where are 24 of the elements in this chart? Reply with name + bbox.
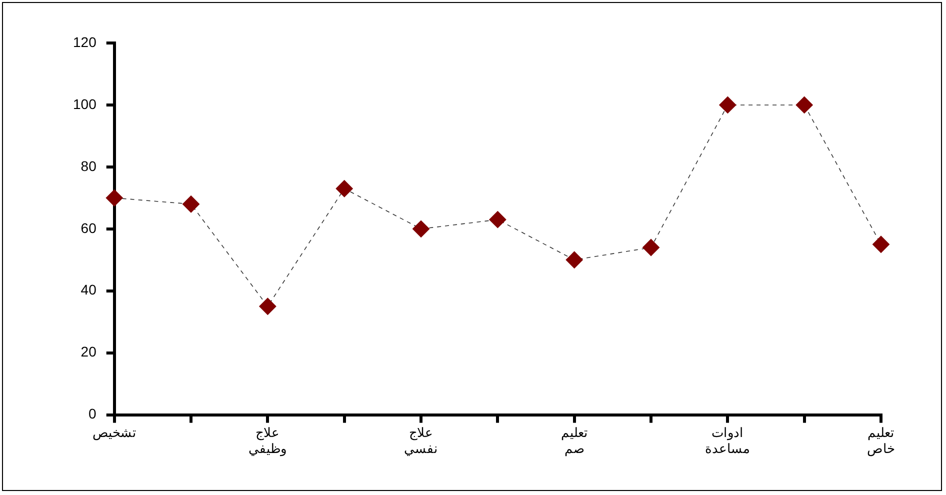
y-tick-label: 40 xyxy=(80,282,97,298)
point xyxy=(566,251,583,268)
point xyxy=(642,238,660,256)
x-tick-label: علاج وظيفي xyxy=(248,425,287,457)
y-tick-label: 80 xyxy=(80,158,97,174)
point xyxy=(182,196,200,213)
y-tick-label: 60 xyxy=(80,220,97,236)
point xyxy=(719,96,736,114)
x-tick-label: تعليم صم xyxy=(560,425,588,457)
point xyxy=(106,189,123,206)
x-tick-label: ادوات مساعدة xyxy=(705,425,750,456)
y-tick-label: 100 xyxy=(73,96,97,112)
x-tick-label: تعليم خاص xyxy=(867,425,895,457)
y-tick-label: 120 xyxy=(73,34,97,50)
x-tick-label: علاج نفسي xyxy=(404,425,438,456)
point xyxy=(336,180,353,198)
point xyxy=(489,211,506,228)
x-tick-label: تشخيص xyxy=(92,425,136,442)
point xyxy=(259,298,276,315)
point xyxy=(872,236,890,253)
y-tick-label: 0 xyxy=(88,406,97,422)
point xyxy=(412,220,430,238)
point xyxy=(796,96,813,114)
y-tick-label: 20 xyxy=(80,344,97,360)
